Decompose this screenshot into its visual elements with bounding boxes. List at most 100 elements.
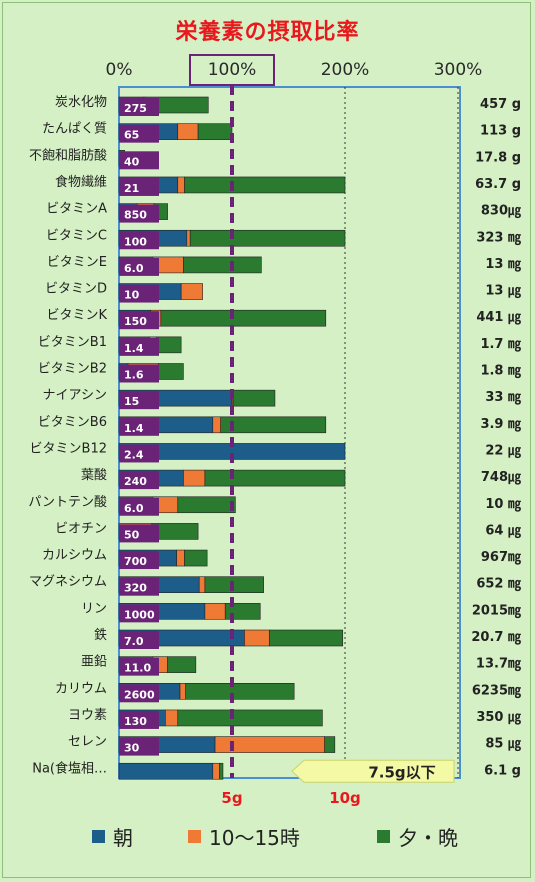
intake-value: 64 ㎍ (485, 523, 521, 539)
required-box (119, 471, 159, 490)
bar-evening (167, 656, 197, 673)
intake-value: 830㎍ (481, 204, 521, 220)
intake-value: 652 ㎎ (476, 577, 521, 593)
required-value: 240 (124, 475, 147, 488)
required-value: 1000 (124, 608, 155, 621)
required-value: 30 (124, 742, 140, 755)
required-box (119, 204, 159, 223)
bar-evening (184, 176, 346, 194)
required-box (119, 391, 159, 410)
row-label: 亜鉛 (81, 655, 107, 670)
row-label: ビタミンB12 (30, 441, 107, 456)
required-box (119, 524, 159, 543)
bar-evening (183, 256, 262, 274)
legend-label-midday: 10〜15時 (209, 826, 300, 850)
row-label: たんぱく質 (42, 122, 107, 137)
required-value: 40 (124, 155, 140, 168)
bar-morning (118, 762, 214, 780)
bar-midday (198, 576, 206, 594)
legend-label-evening: 夕・晩 (398, 826, 458, 850)
intake-value: 3.9 ㎎ (480, 417, 521, 433)
bar-midday (204, 603, 226, 620)
row-label: ヨウ素 (68, 708, 107, 723)
bar-evening (177, 709, 323, 727)
intake-value: 13 ㎎ (485, 257, 521, 273)
required-box (119, 710, 159, 729)
row-label: 葉酸 (81, 468, 107, 483)
bar-evening (324, 736, 336, 753)
x-tick-label: 0% (106, 60, 133, 80)
required-box (119, 684, 159, 703)
intake-value: 22 ㎍ (485, 443, 521, 459)
bar-midday (176, 549, 185, 567)
required-value: 1.6 (124, 369, 144, 382)
intake-value: 20.7 ㎎ (471, 630, 521, 646)
bar-evening (177, 496, 236, 514)
legend-swatch-morning (92, 830, 105, 843)
intake-value: 13.7㎎ (476, 657, 521, 673)
intake-value: 748㎍ (481, 470, 521, 486)
row-label: ビタミンB6 (38, 415, 107, 430)
required-value: 2600 (124, 688, 155, 701)
row-label: ビタミンB1 (38, 335, 107, 350)
bar-midday (177, 176, 185, 194)
required-value: 130 (124, 715, 147, 728)
intake-value: 13 ㎍ (485, 284, 521, 300)
intake-value: 457 g (480, 97, 521, 112)
bar-evening (185, 682, 295, 700)
bar-midday (244, 629, 270, 647)
row-label: セレン (68, 735, 107, 750)
required-value: 2.4 (124, 448, 144, 461)
x-tick-label: 300% (434, 60, 483, 80)
row-label: ビタミンE (47, 255, 107, 270)
intake-value: 2015㎎ (472, 603, 521, 619)
legend-item-midday: 10〜15時 (188, 822, 300, 851)
required-box (119, 98, 159, 116)
required-value: 320 (124, 582, 147, 595)
intake-value: 6.1 g (484, 763, 521, 778)
required-box (119, 231, 159, 250)
intake-value: 350 ㎍ (476, 710, 521, 726)
required-box (119, 551, 159, 570)
bar-midday (177, 123, 199, 140)
bar-midday (165, 709, 179, 727)
limit-annotation-text: 7.5g以下 (368, 763, 435, 781)
bar-midday (212, 762, 220, 780)
required-box (119, 311, 159, 330)
required-box (119, 364, 159, 383)
bar-midday (179, 682, 186, 700)
intake-value: 1.8 ㎎ (480, 364, 521, 380)
required-value: 50 (124, 528, 140, 541)
intake-value: 967㎎ (481, 550, 521, 566)
x-tick-label: 100% (208, 60, 257, 80)
required-box (119, 497, 159, 516)
required-value: 6.0 (124, 502, 144, 515)
required-value: 275 (124, 102, 147, 115)
required-value: 11.0 (124, 662, 151, 675)
required-box (119, 124, 159, 143)
bar-evening (204, 469, 346, 487)
row-label: 炭水化物 (55, 95, 107, 110)
row-label: ビタミンA (46, 202, 107, 217)
intake-value: 10 ㎎ (485, 497, 521, 513)
row-label: ビタミンB2 (38, 362, 107, 377)
chart-legend: 朝 10〜15時 夕・晩 (0, 822, 535, 852)
intake-value: 6235㎎ (472, 683, 521, 699)
bar-midday (212, 416, 221, 434)
bar-evening (160, 309, 327, 327)
required-box (119, 444, 159, 463)
intake-value: 63.7 g (475, 177, 521, 192)
scale-label-5g: 5g (221, 789, 242, 807)
required-value: 850 (124, 209, 147, 222)
row-label: ビタミンC (46, 228, 107, 243)
bar-evening (184, 549, 208, 567)
chart-title: 栄養素の摂取比率 (175, 20, 360, 45)
bar-evening (268, 629, 344, 647)
required-value: 100 (124, 235, 147, 248)
legend-label-morning: 朝 (113, 826, 133, 850)
row-label: Na(食塩相… (32, 760, 107, 776)
required-box (119, 631, 159, 649)
required-box (119, 604, 159, 623)
intake-value: 113 g (480, 124, 521, 139)
